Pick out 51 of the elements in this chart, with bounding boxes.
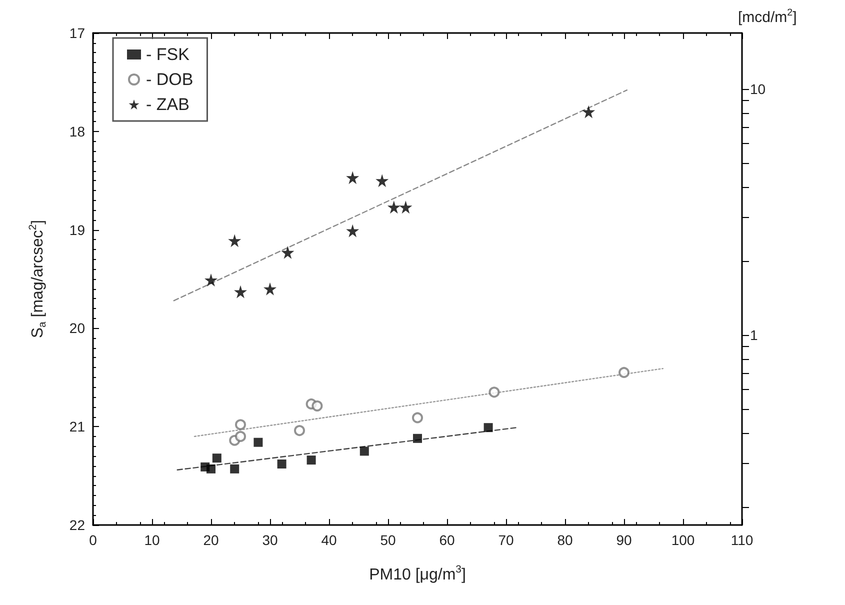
- x-tick-label: 30: [262, 532, 278, 548]
- point: [412, 412, 423, 424]
- point: [264, 282, 276, 296]
- point: [235, 430, 246, 442]
- point: [254, 438, 263, 447]
- point: [387, 200, 400, 214]
- point: [488, 386, 500, 398]
- point: [294, 425, 305, 436]
- x-tick-label: 0: [89, 532, 98, 548]
- y-axis-title: Sa [mag/arcsec2]: [28, 220, 48, 338]
- x-tick-label: 10: [144, 532, 160, 548]
- y-tick-label: 19: [69, 222, 86, 238]
- point: [234, 285, 247, 298]
- x-tick-label: 80: [557, 532, 573, 548]
- point: [376, 174, 389, 188]
- legend-label: - ZAB: [146, 95, 190, 114]
- y-tick-label: 18: [69, 123, 86, 140]
- x-tick-label: 110: [730, 532, 754, 548]
- point: [618, 366, 630, 378]
- point: [204, 273, 218, 286]
- point: [212, 454, 222, 463]
- legend-label: - DOB: [146, 70, 194, 89]
- y-tick-label: 17: [69, 25, 86, 41]
- point: [277, 459, 286, 468]
- point: [306, 456, 316, 465]
- point: [413, 434, 422, 443]
- point: [484, 423, 493, 432]
- point: [281, 246, 294, 259]
- point: [346, 171, 360, 184]
- x-tick-label: 40: [321, 532, 337, 548]
- point: [582, 105, 596, 118]
- point: [230, 464, 240, 474]
- point: [360, 446, 369, 456]
- legend-label: - FSK: [146, 45, 190, 64]
- y2-tick-label: 1: [750, 327, 758, 344]
- point: [206, 464, 216, 474]
- point: [399, 200, 412, 214]
- y-tick-label: 20: [69, 320, 86, 336]
- y2-tick-label: 10: [750, 81, 766, 98]
- y-tick-label: 21: [69, 418, 86, 435]
- point: [235, 419, 246, 430]
- point: [346, 224, 360, 238]
- x-tick-label: 90: [616, 532, 632, 548]
- x-tick-label: 70: [498, 532, 514, 548]
- x-tick-label: 60: [439, 532, 455, 548]
- x-tick-label: 50: [380, 532, 396, 548]
- x-tick-label: 20: [203, 532, 219, 548]
- x-tick-label: 100: [671, 532, 695, 548]
- point: [312, 400, 323, 412]
- y-tick-label: 22: [69, 517, 86, 533]
- point: [228, 234, 242, 248]
